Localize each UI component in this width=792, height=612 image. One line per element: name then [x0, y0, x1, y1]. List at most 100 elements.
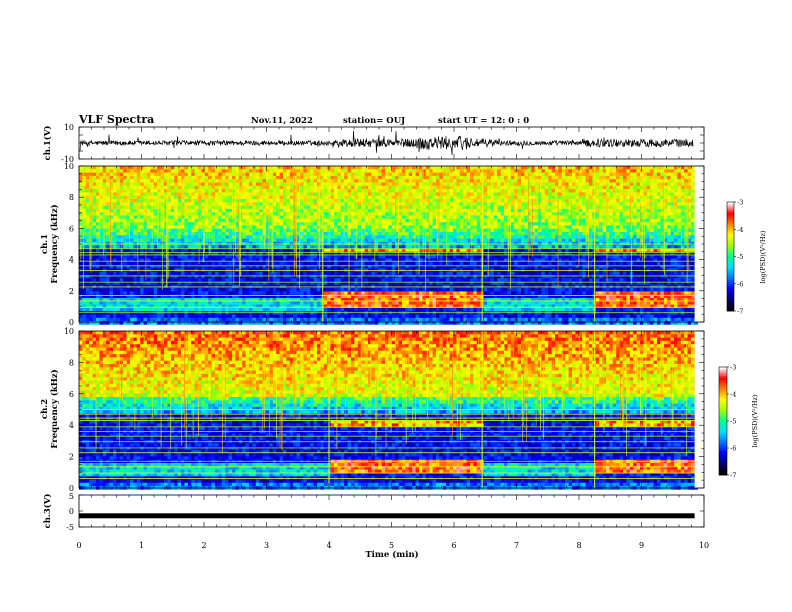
spectrogram-cell [286, 176, 290, 180]
spectrogram-cell [405, 275, 409, 279]
spectrogram-cell [235, 315, 239, 319]
spectrogram-cell [324, 219, 328, 223]
spectrogram-cell [416, 275, 420, 279]
spectrogram-cell [324, 315, 328, 319]
spectrogram-cell [399, 288, 403, 292]
spectrogram-cell [368, 176, 372, 180]
spectrogram-cell [402, 255, 406, 259]
spectrogram-cell [184, 183, 188, 187]
spectrogram-cell [368, 179, 372, 183]
spectrogram-cell [120, 179, 124, 183]
spectrogram-cell [358, 308, 362, 312]
spectrogram-cell [154, 173, 158, 177]
spectrogram-cell [280, 199, 284, 203]
spectrogram-cell [133, 305, 137, 309]
spectrogram-cell [188, 229, 192, 233]
spectrogram-cell [133, 262, 137, 266]
spectrogram-cell [402, 222, 406, 226]
spectrogram-cell [167, 308, 171, 312]
spectrogram-cell [378, 202, 382, 206]
spectrogram-cell [218, 212, 222, 216]
spectrogram-cell [375, 272, 379, 276]
spectrogram-cell [419, 272, 423, 276]
spectrogram-cell [317, 288, 321, 292]
spectrogram-cell [184, 315, 188, 319]
spectrogram-cell [283, 315, 287, 319]
spectrogram-cell [263, 199, 267, 203]
spectrogram-cell [208, 255, 212, 259]
spectrogram-cell [205, 199, 209, 203]
spectrogram-cell [222, 235, 226, 239]
spectrogram-cell [412, 196, 416, 200]
spectrogram-cell [195, 229, 199, 233]
spectrogram-cell [79, 301, 83, 305]
spectrogram-cell [269, 232, 273, 236]
spectrogram-cell [86, 176, 90, 180]
spectrogram-cell [256, 176, 260, 180]
spectrogram-cell [188, 206, 192, 210]
spectrogram-cell [382, 209, 386, 213]
spectrogram-cell [266, 308, 270, 312]
spectrogram-cell [382, 262, 386, 266]
spectrogram-cell [113, 179, 117, 183]
spectrogram-cell [106, 192, 110, 196]
spectrogram-cell [82, 291, 86, 295]
spectrogram-cell [276, 255, 280, 259]
spectrogram-cell [232, 315, 236, 319]
spectrogram-cell [120, 189, 124, 193]
spectrogram-cell [144, 308, 148, 312]
spectrogram-cell [130, 196, 134, 200]
spectrogram-cell [348, 179, 352, 183]
spectrogram-cell [368, 308, 372, 312]
spectrogram-cell [371, 288, 375, 292]
spectrogram-cell [93, 291, 97, 295]
spectrogram-cell [324, 173, 328, 177]
spectrogram-cell [399, 272, 403, 276]
spectrogram-cell [157, 255, 161, 259]
spectrogram-cell [174, 318, 178, 322]
spectrogram-cell [229, 189, 233, 193]
spectrogram-cell [205, 278, 209, 282]
spectrogram-cell [86, 189, 90, 193]
spectrogram-cell [110, 301, 114, 305]
spectrogram-cell [351, 255, 355, 259]
spectrogram-cell [174, 305, 178, 309]
spectrogram-cell [402, 239, 406, 243]
spectrogram-cell [144, 179, 148, 183]
spectrogram-cell [116, 225, 120, 229]
spectrogram-cell [365, 262, 369, 266]
spectrogram-cell [385, 301, 389, 305]
spectrogram-cell [198, 225, 202, 229]
spectrogram-cell [310, 275, 314, 279]
spectrogram-cell [188, 239, 192, 243]
spectrogram-cell [337, 186, 341, 190]
spectrogram-cell [331, 232, 335, 236]
spectrogram-cell [273, 291, 277, 295]
spectrogram-cell [409, 196, 413, 200]
spectrogram-cell [99, 206, 103, 210]
spectrogram-cell [225, 166, 229, 170]
spectrogram-cell [99, 305, 103, 309]
spectrogram-cell [150, 169, 154, 173]
spectrogram-cell [269, 305, 273, 309]
spectrogram-cell [198, 219, 202, 223]
spectrogram-cell [402, 262, 406, 266]
spectrogram-cell [147, 288, 151, 292]
spectrogram-cell [198, 176, 202, 180]
spectrogram-cell [419, 232, 423, 236]
spectrogram-cell [327, 272, 331, 276]
spectrogram-cell [283, 308, 287, 312]
spectrogram-cell [249, 229, 253, 233]
spectrogram-cell [324, 169, 328, 173]
spectrogram-cell [140, 169, 144, 173]
spectrogram-cell [205, 166, 209, 170]
spectrogram-cell [140, 239, 144, 243]
spectrogram-cell [344, 219, 348, 223]
spectrogram-cell [334, 173, 338, 177]
spectrogram-cell [205, 209, 209, 213]
spectrogram-cell [229, 262, 233, 266]
spectrogram-cell [154, 239, 158, 243]
spectrogram-cell [171, 189, 175, 193]
spectrogram-cell [280, 189, 284, 193]
spectrogram-cell [269, 239, 273, 243]
